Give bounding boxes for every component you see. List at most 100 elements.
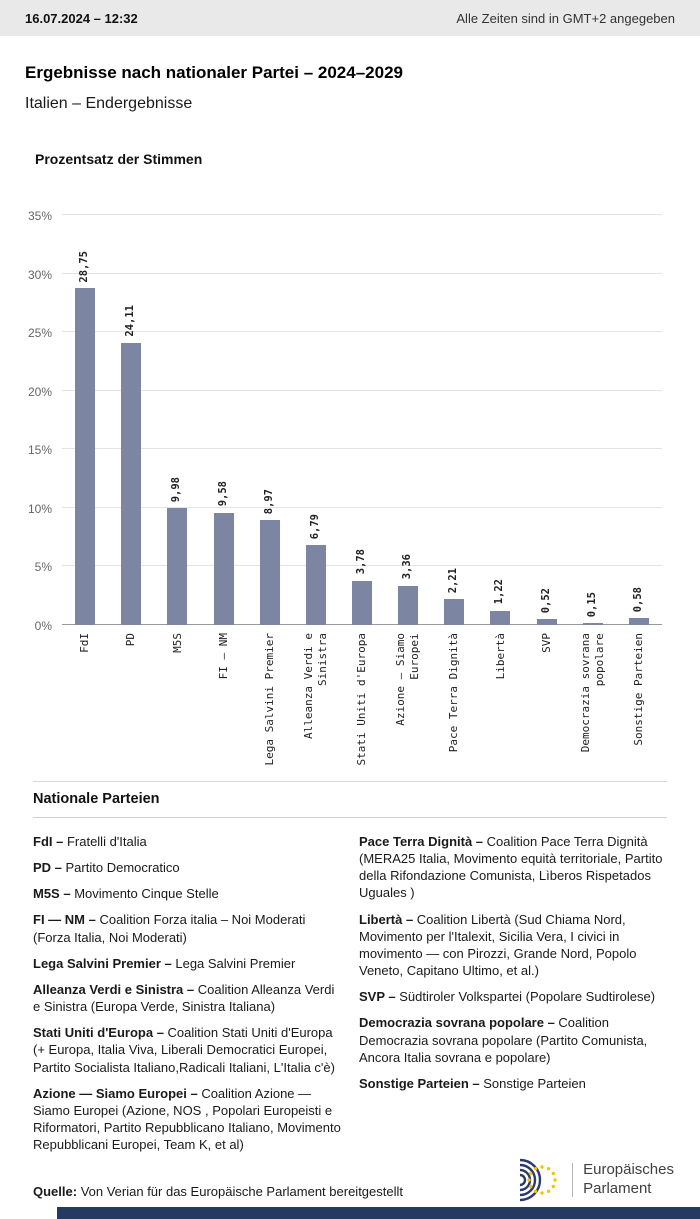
page-title: Ergebnisse nach nationaler Partei – 2024… [25, 63, 403, 82]
category-column: Democrazia sovrana popolare [570, 633, 616, 773]
bottom-accent-strip [57, 1207, 700, 1219]
category-column: FI — NM [200, 633, 246, 773]
y-tick-label: 5% [34, 560, 52, 575]
bar-value-label: 0,52 [539, 587, 552, 613]
logo-divider [572, 1163, 574, 1197]
bars-row: 28,75 24,11 9,98 9,58 8,97 6,79 3,78 3,36 2,21 1,… [62, 215, 662, 625]
party-legend-column: Pace Terra Dignità – Coalition Pace Terr… [359, 833, 667, 1162]
party-abbreviation: Libertà – [359, 911, 417, 927]
y-tick-label: 20% [27, 384, 52, 399]
y-tick-label: 35% [27, 209, 52, 223]
category-column: Stati Uniti d'Europa [339, 633, 385, 773]
chart-title: Prozentsatz der Stimmen [35, 151, 203, 167]
y-tick-label: 25% [27, 326, 52, 341]
category-label: Alleanza Verdi e Sinistra [302, 633, 329, 739]
party-legend-item: FdI – Fratelli d'Italia [33, 834, 147, 849]
party-legend-item: Democrazia sovrana popolare – Coalition … [359, 1015, 648, 1065]
bar-column: 28,75 [62, 215, 108, 625]
bar-value-label: 28,75 [78, 250, 91, 283]
party-abbreviation: Stati Uniti d'Europa – [33, 1025, 168, 1041]
category-label: SVP [539, 633, 553, 653]
gridline [62, 448, 662, 450]
top-bar: 16.07.2024 – 12:32 Alle Zeiten sind in G… [0, 0, 700, 36]
bar[interactable] [259, 519, 280, 625]
category-label: Sonstige Parteien [632, 633, 646, 746]
party-abbreviation: Pace Terra Dignità – [359, 834, 487, 849]
bar-value-label: 0,58 [631, 586, 644, 613]
bar-column: 9,58 [200, 215, 246, 625]
bar-value-label: 1,22 [493, 579, 506, 605]
category-label: Lega Salvini Premier [262, 633, 276, 766]
category-label: Pace Terra Dignità [447, 633, 461, 753]
party-abbreviation: FdI – [33, 834, 67, 849]
bar-column: 24,11 [108, 215, 154, 625]
bar[interactable] [536, 618, 557, 625]
bar-column: 0,52 [524, 215, 570, 625]
party-legend-column: FdI – Fratelli d'Italia PD – Partito Demo… [33, 833, 341, 1162]
category-label: M5S [170, 633, 184, 653]
party-abbreviation: M5S – [33, 886, 75, 902]
party-abbreviation: Azione — Siamo Europei – [33, 1085, 202, 1101]
bar[interactable] [305, 545, 326, 625]
bar[interactable] [398, 585, 419, 625]
category-column: Azione — Siamo Europei [385, 633, 431, 773]
category-column: FdI [62, 633, 108, 773]
party-abbreviation: SVP – [359, 989, 400, 1005]
bar-value-label: 9,98 [170, 476, 183, 503]
category-column: Pace Terra Dignità [431, 633, 477, 773]
bar[interactable] [444, 599, 465, 625]
bar[interactable] [213, 512, 234, 625]
category-label: PD [124, 633, 138, 647]
bar[interactable] [352, 580, 373, 625]
bar-value-label: 3,78 [355, 549, 368, 575]
party-legend-item: Azione — Siamo Europei – Coalition Azion… [33, 1085, 341, 1153]
bar[interactable] [628, 618, 649, 625]
logo-text-line1: Europäisches [583, 1161, 674, 1179]
bar-column: 0,15 [570, 215, 616, 625]
category-label: Libertà [493, 633, 507, 680]
party-abbreviation: PD – [33, 860, 66, 876]
logo-text: Europäisches Parlament [583, 1161, 674, 1199]
bar-column: 3,78 [339, 215, 385, 625]
bar-value-label: 9,58 [216, 481, 229, 507]
bar-value-label: 8,97 [262, 488, 275, 514]
european-parliament-logo: Europäisches Parlament [504, 1157, 674, 1203]
party-abbreviation: Lega Salvini Premier – [33, 955, 176, 971]
party-legend: FdI – Fratelli d'Italia PD – Partito Demo… [33, 833, 667, 1162]
bar[interactable] [582, 623, 603, 625]
party-legend-item: Sonstige Parteien – Sonstige Parteien [359, 1075, 586, 1091]
party-legend-item: M5S – Movimento Cinque Stelle [33, 886, 219, 902]
bar-column: 6,79 [293, 215, 339, 625]
bar-value-label: 6,79 [308, 514, 321, 540]
plot-area: 28,75 24,11 9,98 9,58 8,97 6,79 3,78 3,36 2,21 1,… [62, 214, 662, 625]
category-column: Sonstige Parteien [616, 633, 662, 773]
bar[interactable] [167, 508, 188, 625]
source-note: Quelle: Von Verian für das Europäische P… [33, 1184, 403, 1199]
bar-value-label: 0,15 [585, 591, 598, 618]
bar[interactable] [75, 288, 96, 625]
party-abbreviation: FI — NM – [33, 912, 100, 928]
bar[interactable] [490, 610, 511, 625]
parties-section-header: Nationale Parteien [33, 781, 667, 818]
source-text: Von Verian für das Europäische Parlament… [77, 1184, 403, 1199]
report-datetime: 16.07.2024 – 12:32 [25, 10, 138, 26]
gridline [62, 272, 662, 274]
party-legend-item: Libertà – Coalition Libertà (Sud Chiama … [359, 911, 637, 979]
y-tick-label: 30% [27, 267, 52, 282]
bar-column: 8,97 [247, 215, 293, 625]
category-column: Lega Salvini Premier [247, 633, 293, 773]
party-legend-item: Alleanza Verdi e Sinistra – Coalition Al… [33, 981, 335, 1015]
category-column: SVP [524, 633, 570, 773]
bar-column: 2,21 [431, 215, 477, 625]
party-legend-item: Lega Salvini Premier – Lega Salvini Prem… [33, 955, 296, 971]
footer: Quelle: Von Verian für das Europäische P… [33, 1157, 674, 1203]
gridline [62, 565, 662, 567]
eu-stars [527, 1165, 557, 1195]
party-legend-item: SVP – Südtiroler Volkspartei (Popolare S… [359, 989, 656, 1005]
logo-text-line2: Parlament [583, 1180, 652, 1197]
bar-value-label: 3,36 [401, 554, 414, 580]
bar-column: 9,98 [154, 215, 200, 625]
party-legend-item: Pace Terra Dignità – Coalition Pace Terr… [359, 834, 663, 901]
bar[interactable] [121, 342, 142, 625]
y-axis-labels: 0% 5% 10% 15% 20% 25% 30% 35% [22, 209, 62, 633]
